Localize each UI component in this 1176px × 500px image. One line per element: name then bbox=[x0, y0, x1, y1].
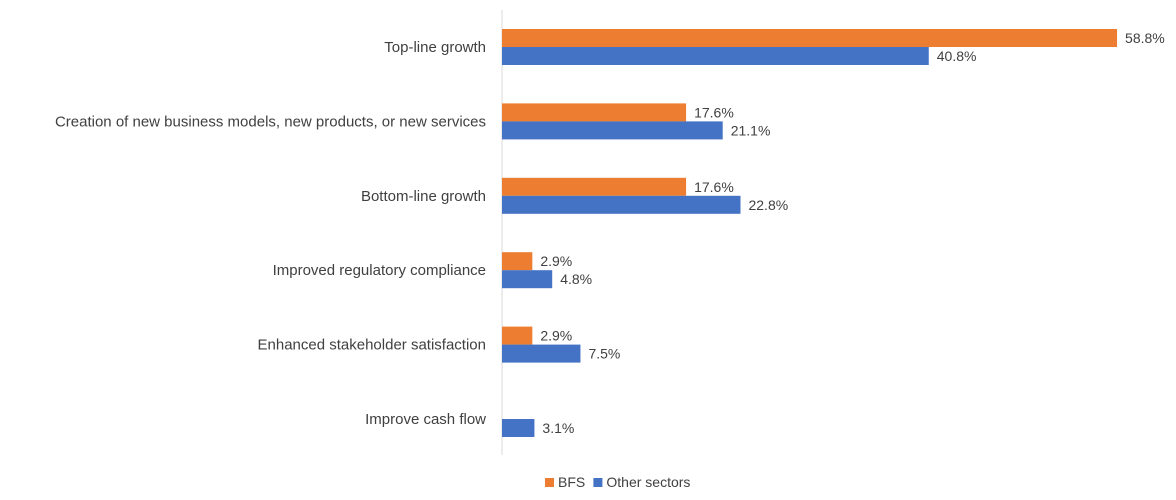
data-label: 40.8% bbox=[937, 48, 977, 64]
data-label: 2.9% bbox=[540, 253, 572, 269]
data-label: 58.8% bbox=[1125, 30, 1165, 46]
data-label: 17.6% bbox=[694, 179, 734, 195]
data-label: 22.8% bbox=[748, 197, 788, 213]
data-label: 4.8% bbox=[560, 271, 592, 287]
bars-group: 58.8% 40.8% 17.6% 21.1% 17.6% 22.8% 2.9% 4.8% 2.… bbox=[502, 29, 1165, 437]
category-label: Improve cash flow bbox=[365, 411, 486, 428]
bar-bfs[interactable] bbox=[502, 29, 1118, 47]
category-labels-group: Top-line growth Creation of new business … bbox=[55, 39, 486, 428]
category-label: Top-line growth bbox=[384, 39, 486, 56]
legend-swatch-bfs bbox=[545, 478, 554, 487]
category-label: Improved regulatory compliance bbox=[273, 262, 486, 279]
bar-other-sectors[interactable] bbox=[502, 344, 581, 363]
category-label: Bottom-line growth bbox=[361, 188, 486, 205]
bar-bfs[interactable] bbox=[502, 103, 687, 122]
category-label: Enhanced stakeholder satisfaction bbox=[258, 337, 486, 354]
legend-label: Other sectors bbox=[606, 474, 690, 490]
data-label: 7.5% bbox=[588, 346, 620, 362]
legend-swatch-other-sectors bbox=[593, 478, 603, 487]
bar-bfs[interactable] bbox=[502, 177, 687, 196]
bar-bfs[interactable] bbox=[502, 252, 533, 271]
bar-bfs[interactable] bbox=[502, 326, 533, 345]
category-label: Creation of new business models, new pro… bbox=[55, 113, 486, 130]
legend-label: BFS bbox=[558, 474, 585, 490]
bar-other-sectors[interactable] bbox=[502, 195, 741, 214]
data-label: 2.9% bbox=[540, 328, 572, 344]
bar-other-sectors[interactable] bbox=[502, 121, 723, 140]
legend[interactable]: BFS Other sectors bbox=[545, 474, 690, 490]
data-label: 3.1% bbox=[542, 420, 574, 436]
data-label: 17.6% bbox=[694, 104, 734, 120]
bar-other-sectors[interactable] bbox=[502, 419, 535, 437]
bar-other-sectors[interactable] bbox=[502, 47, 929, 65]
data-label: 21.1% bbox=[731, 122, 771, 138]
bar-other-sectors[interactable] bbox=[502, 270, 553, 289]
